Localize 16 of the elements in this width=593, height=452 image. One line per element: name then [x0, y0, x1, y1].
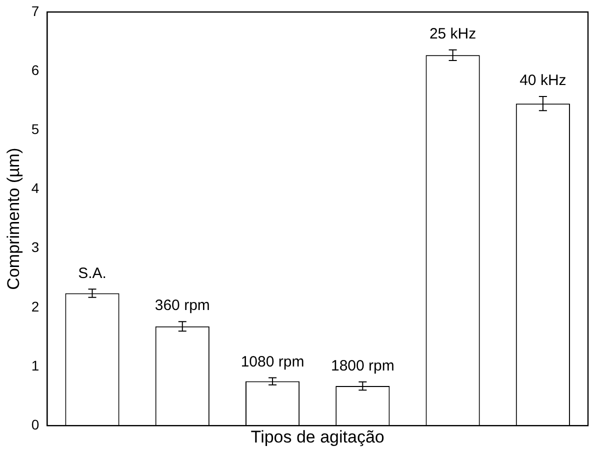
- x-tick-label: 40 kHz: [520, 72, 566, 90]
- y-tick-label: 6: [31, 62, 40, 78]
- y-tick-label: 4: [31, 180, 40, 196]
- x-tick-label: 360 rpm: [154, 297, 210, 314]
- y-tick-label: 3: [31, 239, 40, 256]
- x-tick-label: 1080 rpm: [240, 353, 304, 370]
- x-axis-title: Tipos de agitação: [250, 427, 384, 446]
- y-tick-label: 2: [31, 298, 40, 314]
- x-tick-label: 25 kHz: [429, 25, 476, 42]
- y-tick-label: 1: [31, 357, 40, 374]
- y-tick-label: 7: [31, 2, 40, 19]
- x-tick-label: S.A.: [78, 264, 106, 282]
- y-tick-label: 0: [31, 416, 40, 432]
- y-tick-label: 5: [31, 121, 40, 138]
- y-axis-title: Comprimento (µm): [4, 148, 23, 290]
- x-tick-label: 1800 rpm: [330, 358, 394, 375]
